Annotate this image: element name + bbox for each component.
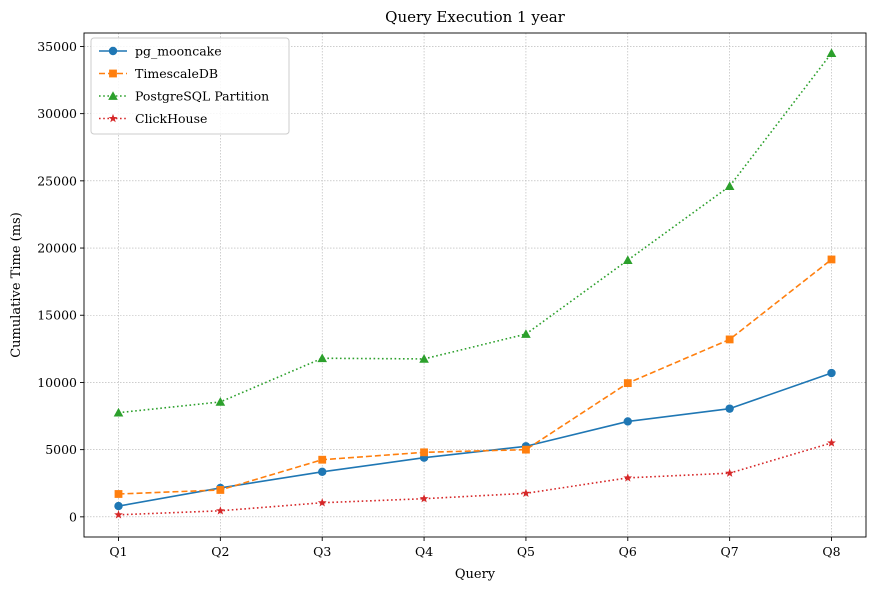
legend-box [90,37,290,135]
y-tick-label: 20000 [37,241,77,256]
data-point-pg-mooncake [827,368,836,378]
data-point-pg-mooncake [318,467,327,477]
data-point-postgresql-partition [419,354,429,363]
y-tick-label: 10000 [37,375,77,390]
series-postgresql-partition [113,48,837,417]
series-line-pg-mooncake [118,372,832,507]
data-point-pg-mooncake [114,501,123,511]
series-line-clickhouse [118,442,832,516]
x-tick-label: Q8 [822,544,840,559]
legend-label-timescaledb: TimescaleDB [135,66,218,81]
data-point-timescaledb [114,490,123,498]
data-point-timescaledb [623,379,632,388]
legend-marker-timescaledb [109,69,117,78]
data-point-timescaledb [522,445,530,454]
x-tick-label: Q4 [415,544,433,559]
y-tick-label: 25000 [37,173,77,188]
x-tick-label: Q3 [313,544,331,559]
x-tick-label: Q6 [619,544,637,559]
series-timescaledb [114,255,836,498]
x-tick-label: Q1 [109,544,127,559]
data-point-clickhouse [114,510,123,519]
plot-frame [83,32,867,538]
legend-label-clickhouse: ClickHouse [135,111,207,126]
data-point-clickhouse [827,438,836,447]
data-point-postgresql-partition [521,329,531,338]
legend: pg_mooncake TimescaleDB PostgreSQL Partiti… [90,37,290,135]
legend-label-postgresql-partition: PostgreSQL Partition [135,89,269,104]
data-point-pg-mooncake [725,404,734,413]
chart-title: Query Execution 1 year [385,8,565,26]
y-tick-label: 5000 [45,442,77,457]
x-axis-label: Query [455,567,496,582]
data-point-postgresql-partition [724,181,735,191]
legend-marker-postgresql-partition [108,91,118,100]
y-tick-label: 35000 [37,39,77,54]
series-clickhouse [114,438,836,519]
x-tick-label: Q2 [211,544,229,559]
data-point-clickhouse [623,473,633,482]
x-tick-label: Q5 [517,544,535,559]
data-point-clickhouse [725,468,735,477]
data-point-timescaledb [420,448,428,457]
data-point-postgresql-partition [113,407,124,417]
series-layer [113,48,837,519]
x-axis: Q1 Q2 Q3 Q4 Q5 Q6 Q7 Q8 [109,537,841,559]
y-axis-label: Cumulative Time (ms) [9,212,24,358]
legend-marker-clickhouse [108,113,118,123]
data-point-clickhouse [317,498,327,507]
legend-label-pg-mooncake: pg_mooncake [135,44,222,59]
data-point-postgresql-partition [215,397,226,406]
data-point-timescaledb [725,335,734,344]
data-point-clickhouse [419,494,429,503]
data-point-timescaledb [318,455,327,464]
y-tick-label: 30000 [37,106,77,121]
legend-marker-pg-mooncake [108,46,118,56]
data-point-clickhouse [521,488,531,498]
y-tick-label: 15000 [37,308,77,323]
data-point-timescaledb [827,255,836,264]
grid [84,33,866,537]
data-point-timescaledb [216,486,225,494]
y-axis: 0 5000 10000 15000 20000 25000 30000 35000 [37,39,84,524]
x-tick-label: Q7 [721,544,739,559]
data-point-postgresql-partition [622,255,633,264]
data-point-postgresql-partition [317,353,328,363]
data-point-pg-mooncake [623,417,632,426]
series-line-timescaledb [118,258,832,495]
y-tick-label: 0 [69,509,77,524]
data-point-clickhouse [215,506,225,515]
data-point-postgresql-partition [826,48,837,57]
